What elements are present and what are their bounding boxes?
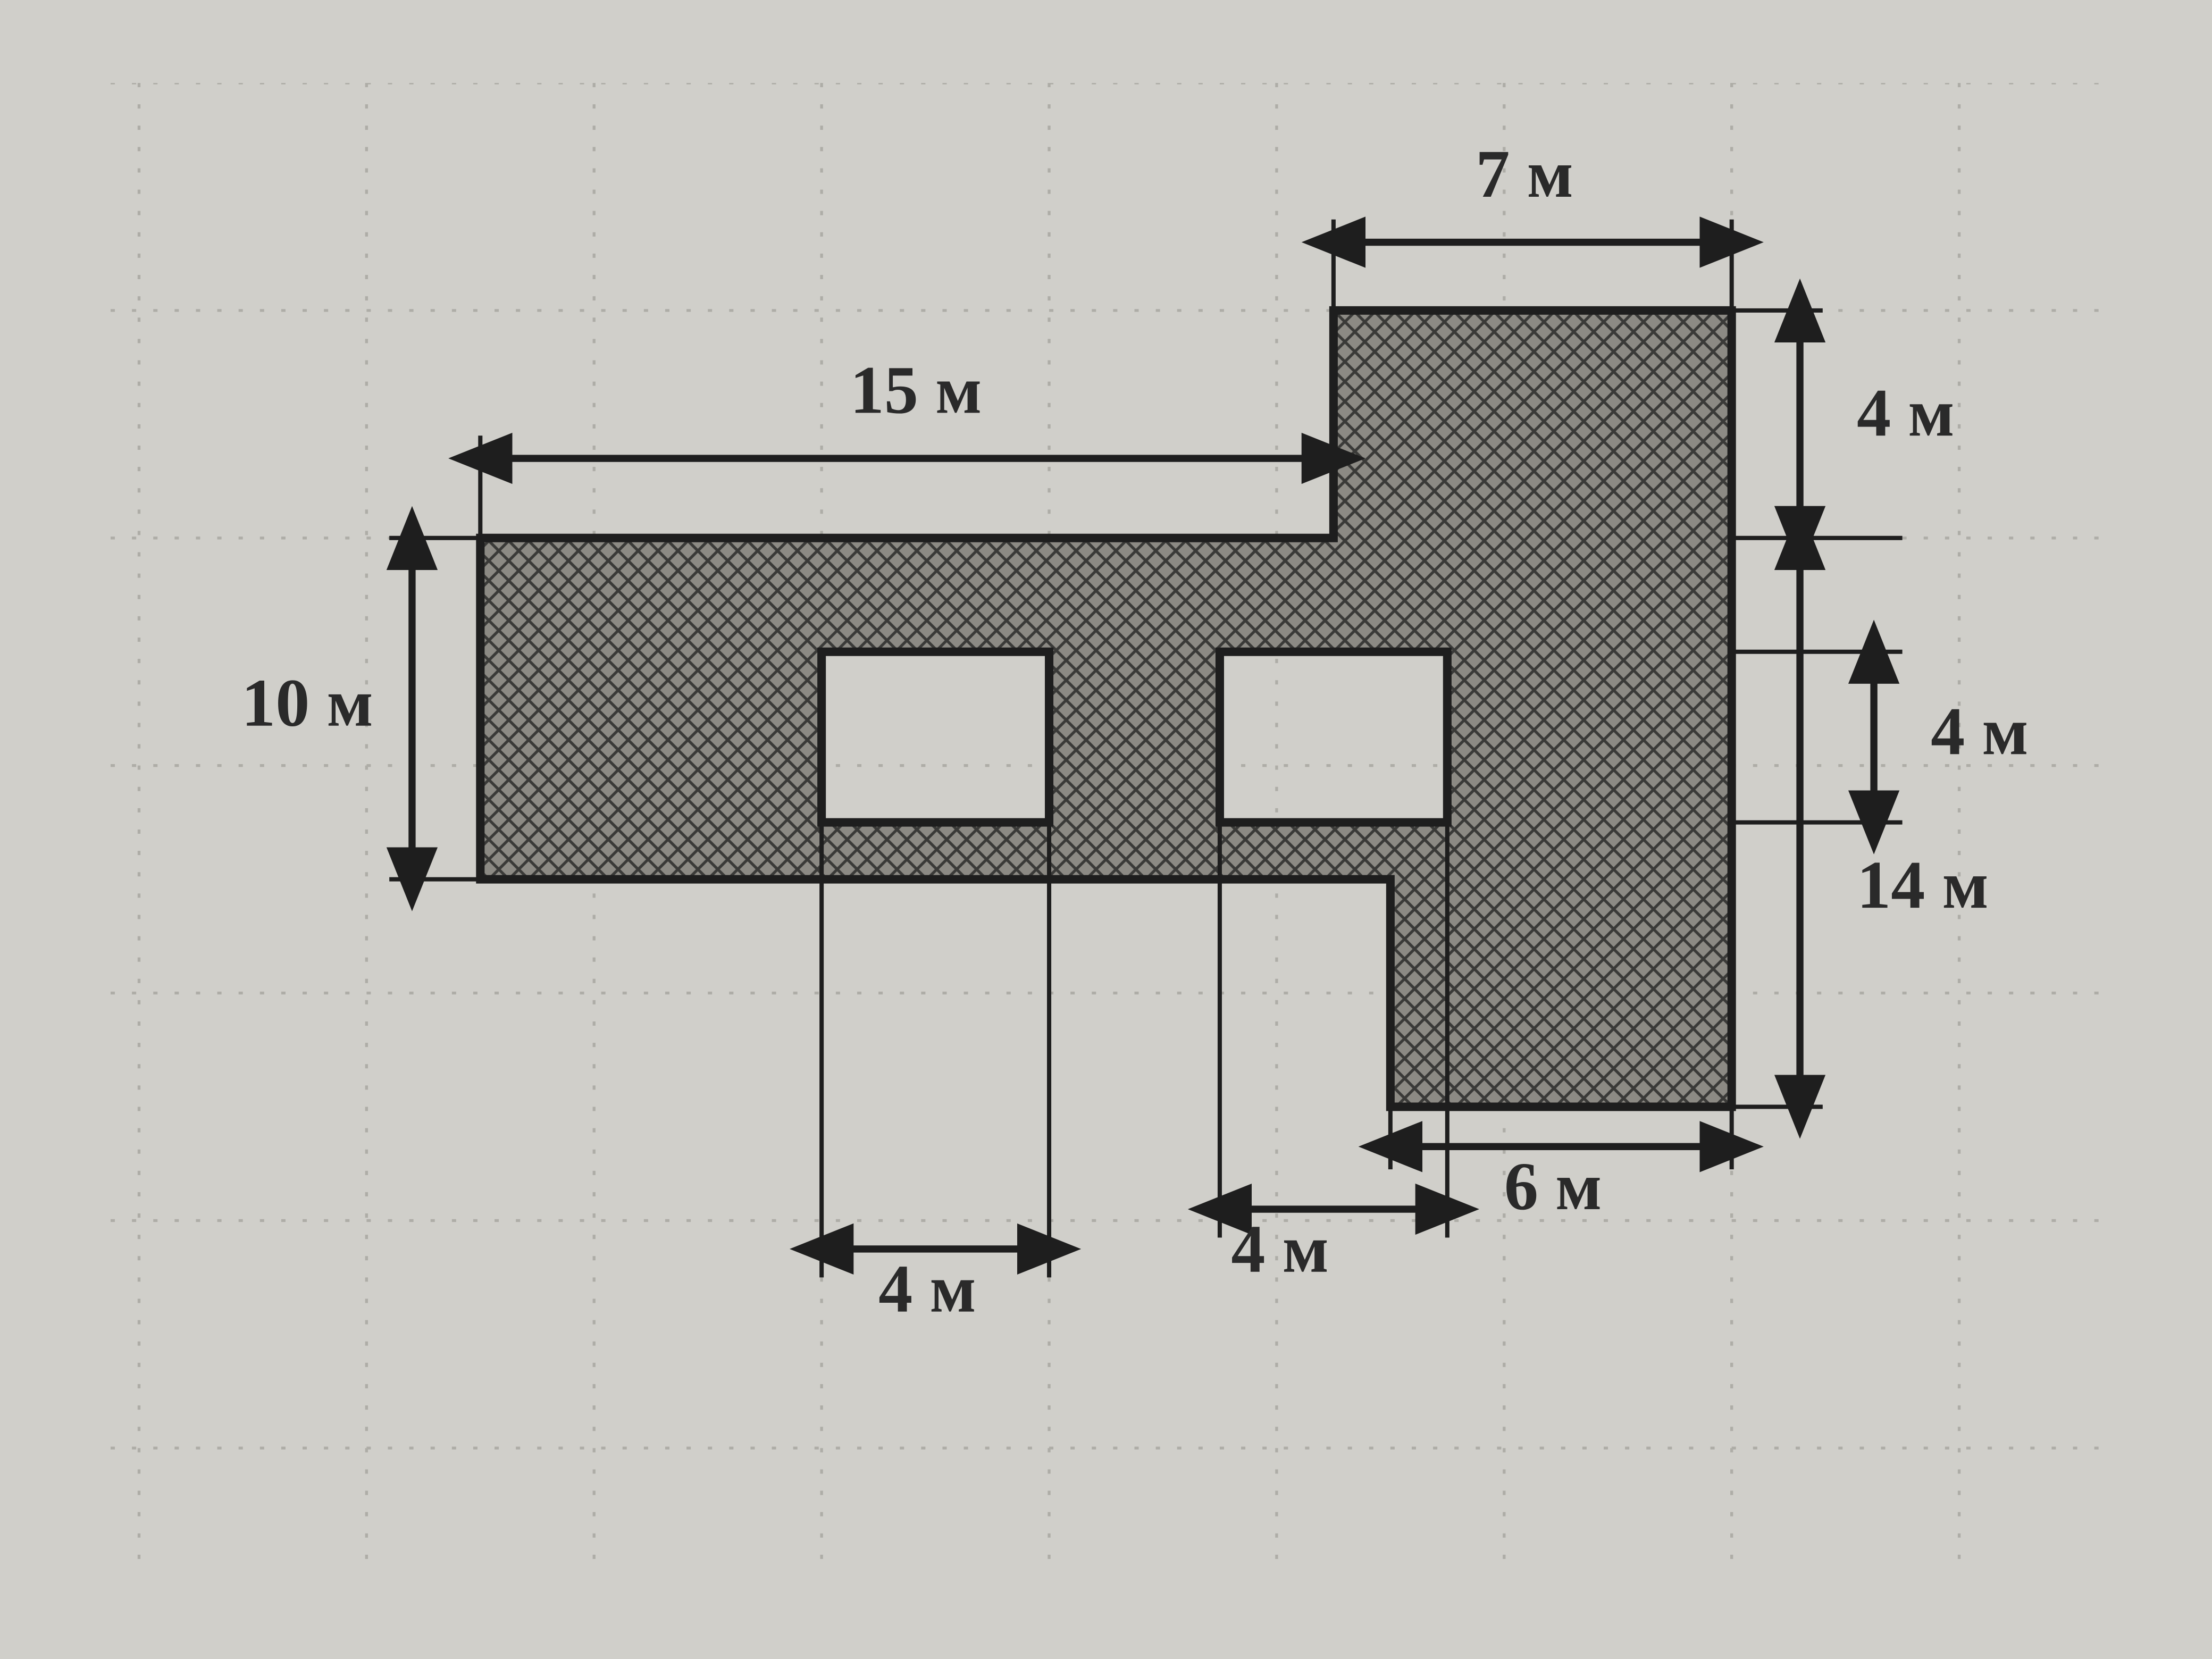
dim-label-upper_left_width: 15 м	[850, 352, 982, 428]
dimensioned-floorplan-diagram: 7 м 15 м 4 м 10 м 4 м 14 м 6 м 4 м 4 м	[111, 83, 2101, 1576]
dim-label-right_full_height: 14 м	[1857, 847, 1989, 923]
dim-label-left_height: 10 м	[241, 665, 373, 741]
dim-label-hole_right: 4 м	[1231, 1211, 1329, 1287]
dim-label-top_bump_height: 4 м	[1857, 375, 1955, 450]
dim-label-bottom_right_width: 6 м	[1504, 1149, 1602, 1224]
dim-label-top_right_width: 7 м	[1476, 136, 1573, 212]
page-container: 7 м 15 м 4 м 10 м 4 м 14 м 6 м 4 м 4 м	[0, 0, 2212, 1659]
dim-label-right_bump_height: 4 м	[1931, 693, 2029, 769]
dim-label-hole_left: 4 м	[878, 1251, 976, 1327]
floorplan-shape	[480, 311, 1731, 1107]
